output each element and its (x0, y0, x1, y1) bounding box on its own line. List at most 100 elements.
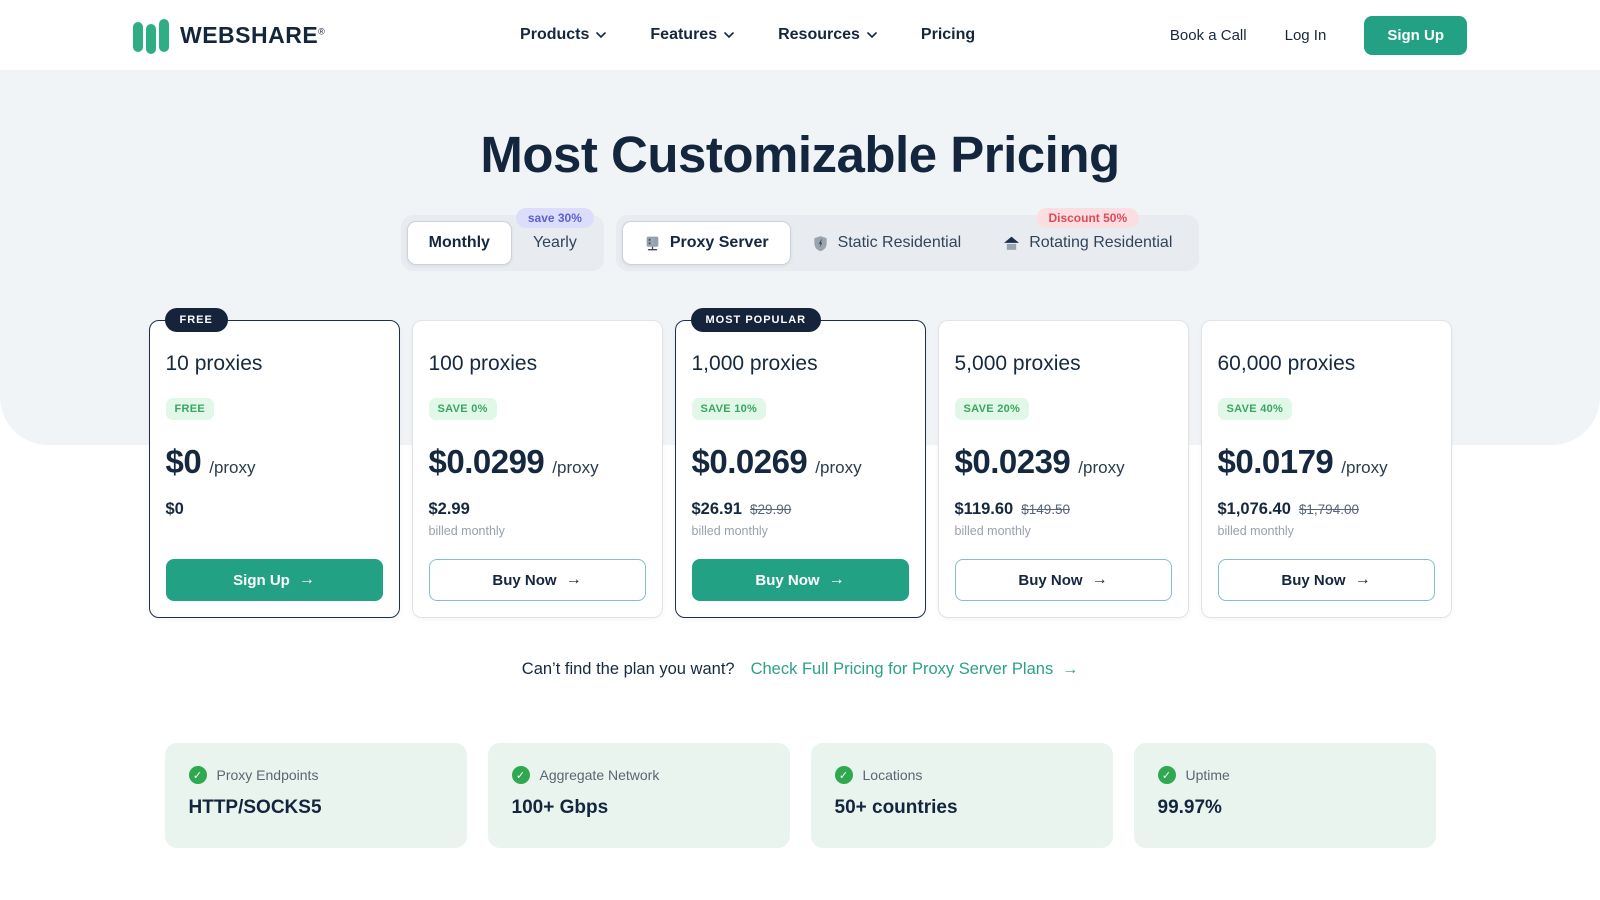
nav-item-label: Pricing (920, 26, 976, 43)
arrow-right-icon: → (828, 571, 845, 588)
billing-period-toggle: Monthly save 30% Yearly (400, 208, 604, 271)
toggle-rotating-residential[interactable]: Discount 50% Rotating Residential (982, 208, 1193, 265)
toggle-proxy-server-label: Proxy Server (669, 234, 769, 251)
full-pricing-link[interactable]: Check Full Pricing for Proxy Server Plan… (751, 660, 1079, 679)
check-circle-icon: ✓ (511, 766, 530, 784)
plan-buy-button[interactable]: Buy Now → (1217, 559, 1435, 601)
feature-card-aggregate-network: ✓ Aggregate Network 100+ Gbps (487, 743, 790, 848)
nav-item-label: Features (650, 26, 718, 43)
toggle-proxy-server[interactable]: Proxy Server (621, 221, 791, 265)
plan-price-unit: /proxy (815, 458, 862, 477)
plan-cta-label: Buy Now (755, 571, 820, 589)
plans-footer: Can’t find the plan you want? Check Full… (0, 660, 1600, 679)
arrow-right-icon: → (1062, 660, 1079, 678)
chevron-down-icon (724, 31, 734, 38)
plan-signup-button[interactable]: Sign Up → (165, 559, 383, 601)
full-pricing-link-label: Check Full Pricing for Proxy Server Plan… (750, 660, 1054, 678)
plan-buy-button[interactable]: Buy Now → (691, 559, 909, 601)
page-title: Most Customizable Pricing (480, 126, 1120, 183)
header-actions: Book a Call Log In Sign Up (1169, 15, 1467, 55)
feature-value: 99.97% (1157, 797, 1222, 818)
server-icon (646, 236, 659, 250)
toggle-static-residential[interactable]: Static Residential (791, 221, 983, 265)
feature-card-uptime: ✓ Uptime 99.97% (1133, 743, 1436, 848)
toggle-yearly-label: Yearly (532, 234, 577, 251)
plan-old-total: $1,794.00 (1298, 502, 1359, 517)
toggle-static-residential-label: Static Residential (837, 234, 962, 251)
plan-save-badge: FREE (165, 398, 215, 420)
plan-total-row: $2.99 (429, 500, 646, 519)
brand-name: WEBSHARE® (180, 22, 325, 49)
feature-card-locations: ✓ Locations 50+ countries (810, 743, 1113, 848)
toggle-monthly[interactable]: Monthly (406, 221, 512, 265)
arrow-right-icon: → (1354, 571, 1371, 588)
plan-quantity: 1,000 proxies (691, 352, 818, 375)
plan-quantity: 10 proxies (165, 352, 263, 375)
plan-total-row: $26.91 $29.90 (692, 500, 909, 519)
plan-quantity: 5,000 proxies (954, 352, 1081, 375)
registered-mark: ® (318, 25, 326, 36)
nav-item-resources[interactable]: Resources (778, 26, 877, 44)
plan-save-badge: SAVE 0% (428, 398, 497, 420)
nav-item-products[interactable]: Products (520, 26, 607, 44)
plan-price-row: $0.0299 /proxy (429, 443, 646, 481)
nav-item-pricing[interactable]: Pricing (921, 26, 975, 44)
book-a-call-link[interactable]: Book a Call (1169, 26, 1247, 44)
plan-old-total: $29.90 (749, 502, 792, 517)
plan-buy-button[interactable]: Buy Now → (954, 559, 1172, 601)
plan-total: $26.91 (691, 500, 742, 518)
shield-bolt-icon (813, 235, 827, 251)
plan-billing-note: billed monthly (1217, 524, 1294, 538)
chevron-down-icon (596, 31, 607, 38)
plan-price-unit: /proxy (209, 458, 256, 477)
plan-save-badge: SAVE 20% (954, 398, 1030, 420)
plan-price: $0.0179 (1217, 443, 1334, 480)
feature-label-row: ✓ Uptime (1157, 766, 1412, 784)
feature-cards: ✓ Proxy Endpoints HTTP/SOCKS5 ✓ Aggregat… (0, 743, 1600, 848)
plan-cta-label: Buy Now (492, 571, 557, 589)
brand-text: WEBSHARE (180, 21, 319, 48)
plan-price-row: $0 /proxy (166, 443, 383, 481)
toggle-yearly[interactable]: save 30% Yearly (512, 208, 598, 265)
plan-save-badge: SAVE 10% (691, 398, 767, 420)
plan-quantity: 60,000 proxies (1217, 352, 1356, 375)
check-circle-icon: ✓ (188, 766, 207, 784)
plan-buy-button[interactable]: Buy Now → (428, 559, 646, 601)
plan-price: $0.0299 (428, 443, 545, 480)
arrow-right-icon: → (298, 571, 315, 588)
log-in-link[interactable]: Log In (1284, 26, 1327, 44)
plan-price-unit: /proxy (1078, 458, 1125, 477)
webshare-logo-icon (133, 18, 169, 54)
pricing-toggles: Monthly save 30% Yearly Proxy Server (0, 208, 1600, 271)
sign-up-button[interactable]: Sign Up (1364, 15, 1467, 55)
plan-price-unit: /proxy (552, 458, 599, 477)
plan-price: $0.0269 (691, 443, 808, 480)
feature-label: Uptime (1185, 767, 1230, 783)
plan-total-row: $119.60 $149.50 (955, 500, 1172, 519)
plan-card-1000: MOST POPULAR 1,000 proxies SAVE 10% $0.0… (674, 308, 926, 618)
plan-cta-label: Sign Up (233, 571, 290, 589)
plan-card-5000: 5,000 proxies SAVE 20% $0.0239 /proxy $1… (937, 320, 1189, 618)
feature-label: Aggregate Network (539, 767, 660, 783)
nav-item-features[interactable]: Features (650, 26, 734, 44)
nav-item-label: Products (520, 26, 590, 43)
discount-50-badge: Discount 50% (1036, 208, 1140, 228)
webshare-logo[interactable]: WEBSHARE® (133, 18, 325, 54)
plan-total: $2.99 (428, 500, 470, 518)
plan-card-60000: 60,000 proxies SAVE 40% $0.0179 /proxy $… (1200, 320, 1452, 618)
save-30-badge: save 30% (515, 208, 594, 228)
plan-ribbon: FREE (164, 308, 228, 332)
plan-price-row: $0.0239 /proxy (955, 443, 1172, 481)
plan-quantity: 100 proxies (428, 352, 538, 375)
feature-label-row: ✓ Locations (834, 766, 1089, 784)
plan-total: $0 (165, 500, 184, 518)
main-nav: Products Features Resources Pricing (520, 26, 975, 44)
plan-total: $1,076.40 (1217, 500, 1291, 518)
plan-billing-note: billed monthly (954, 524, 1031, 538)
plan-price: $0 (165, 443, 202, 480)
plan-price-unit: /proxy (1341, 458, 1388, 477)
feature-label: Proxy Endpoints (216, 767, 319, 783)
plans-footer-prompt: Can’t find the plan you want? (521, 660, 735, 678)
arrow-right-icon: → (565, 571, 582, 588)
nav-item-label: Resources (778, 26, 860, 43)
